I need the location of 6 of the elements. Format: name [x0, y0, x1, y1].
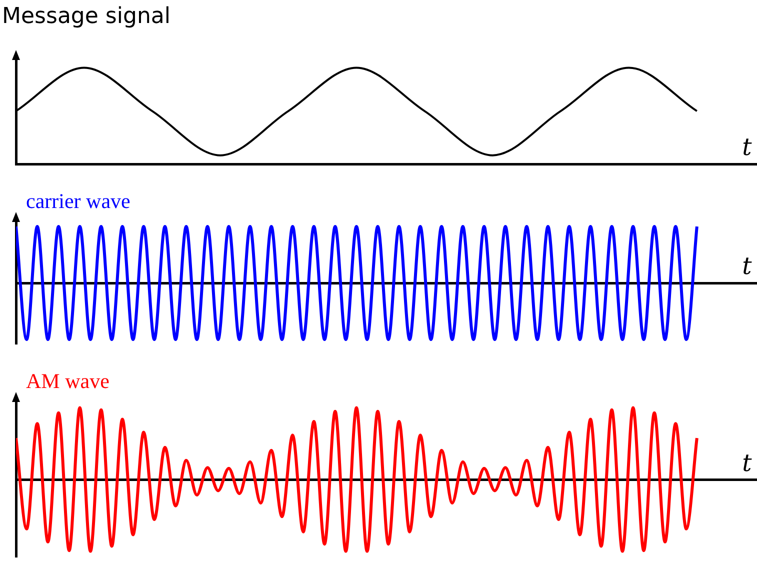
x-axis-title: t: [742, 252, 752, 280]
series-label: carrier wave: [26, 189, 130, 214]
series-label: AM wave: [26, 369, 110, 394]
chart-title: Message signal: [2, 4, 170, 29]
x-axis-title: t: [742, 449, 752, 478]
x-axis-title: t: [742, 133, 752, 162]
